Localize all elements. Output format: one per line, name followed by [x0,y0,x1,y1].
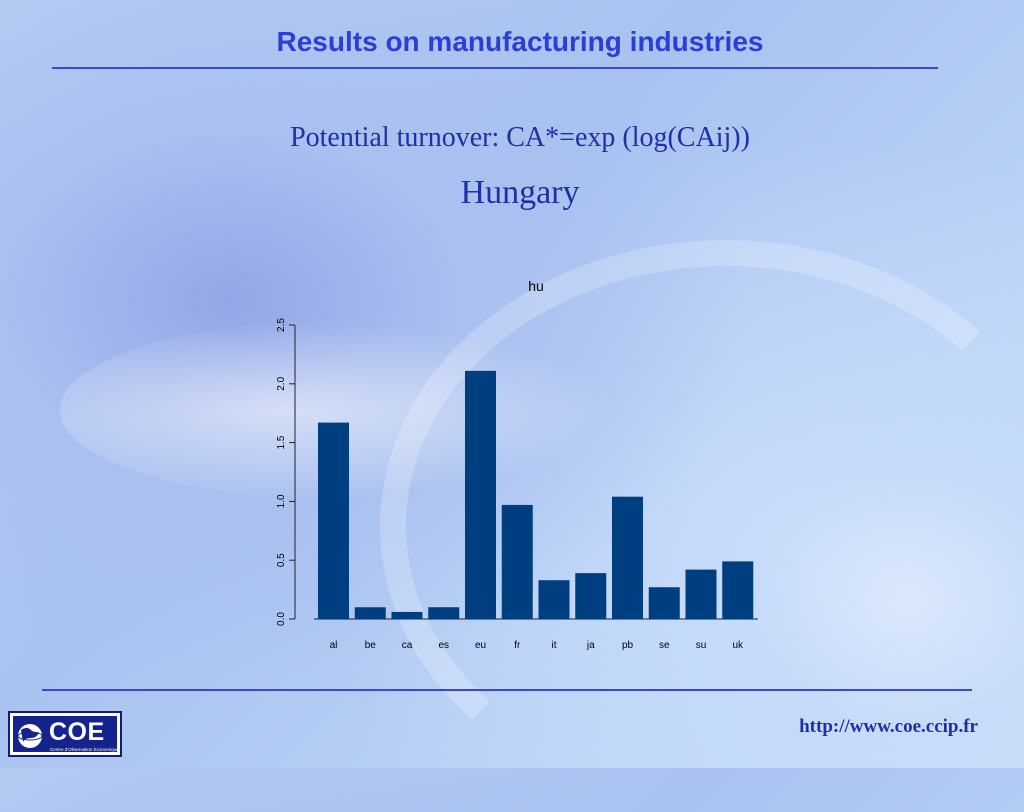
bar-ca [391,611,423,619]
logo-text: COE [49,718,105,746]
bar-pb [612,496,643,619]
x-tick-label: be [365,640,377,651]
x-tick-label: ca [402,640,413,651]
y-tick-label: 2.0 [276,376,287,390]
x-tick-label: fr [514,640,521,651]
chart-subtitle: Potential turnover: CA*=exp (log(CAij)) [290,122,750,153]
x-tick-label: al [330,640,338,651]
globe-icon [17,724,43,748]
y-tick-label: 0.5 [276,553,287,567]
y-tick-label: 2.5 [276,318,287,332]
bar-se [648,587,680,619]
country-heading: Hungary [460,174,580,211]
x-tick-label: es [438,640,449,651]
chart-title: hu [528,278,544,294]
logo-panel: COE Centre d'Observation Economique [13,716,119,752]
footer-url-link[interactable]: http://www.coe.ccip.fr [799,716,978,737]
bar-al [318,422,349,619]
bar-ja [575,573,607,619]
logo-subtext: Centre d'Observation Economique [50,747,119,752]
bar-su [685,569,717,619]
x-tick-label: su [696,640,707,651]
title-divider [52,67,938,69]
coe-logo: COE Centre d'Observation Economique [8,711,122,757]
bar-it [538,580,570,619]
x-tick-label: eu [475,640,486,651]
x-tick-label: se [659,640,670,651]
page-title: Results on manufacturing industries [276,26,764,57]
bar-chart: hu 0.0 0.5 1.0 1.5 2.0 2.5 al be ca es eu fr it ja pb… [276,278,758,651]
y-tick-label: 1.0 [276,494,287,508]
bar-es [428,607,460,619]
bar-uk [722,561,754,619]
x-tick-label: pb [622,640,634,651]
bar-eu [465,370,496,619]
y-tick-label: 1.5 [276,435,287,449]
footer-divider [42,689,972,691]
y-tick-label: 0.0 [276,612,287,626]
bar-be [354,607,386,619]
x-tick-label: ja [586,640,595,651]
x-tick-label: it [552,640,557,651]
x-tick-label: uk [732,640,744,651]
bar-fr [501,504,533,619]
